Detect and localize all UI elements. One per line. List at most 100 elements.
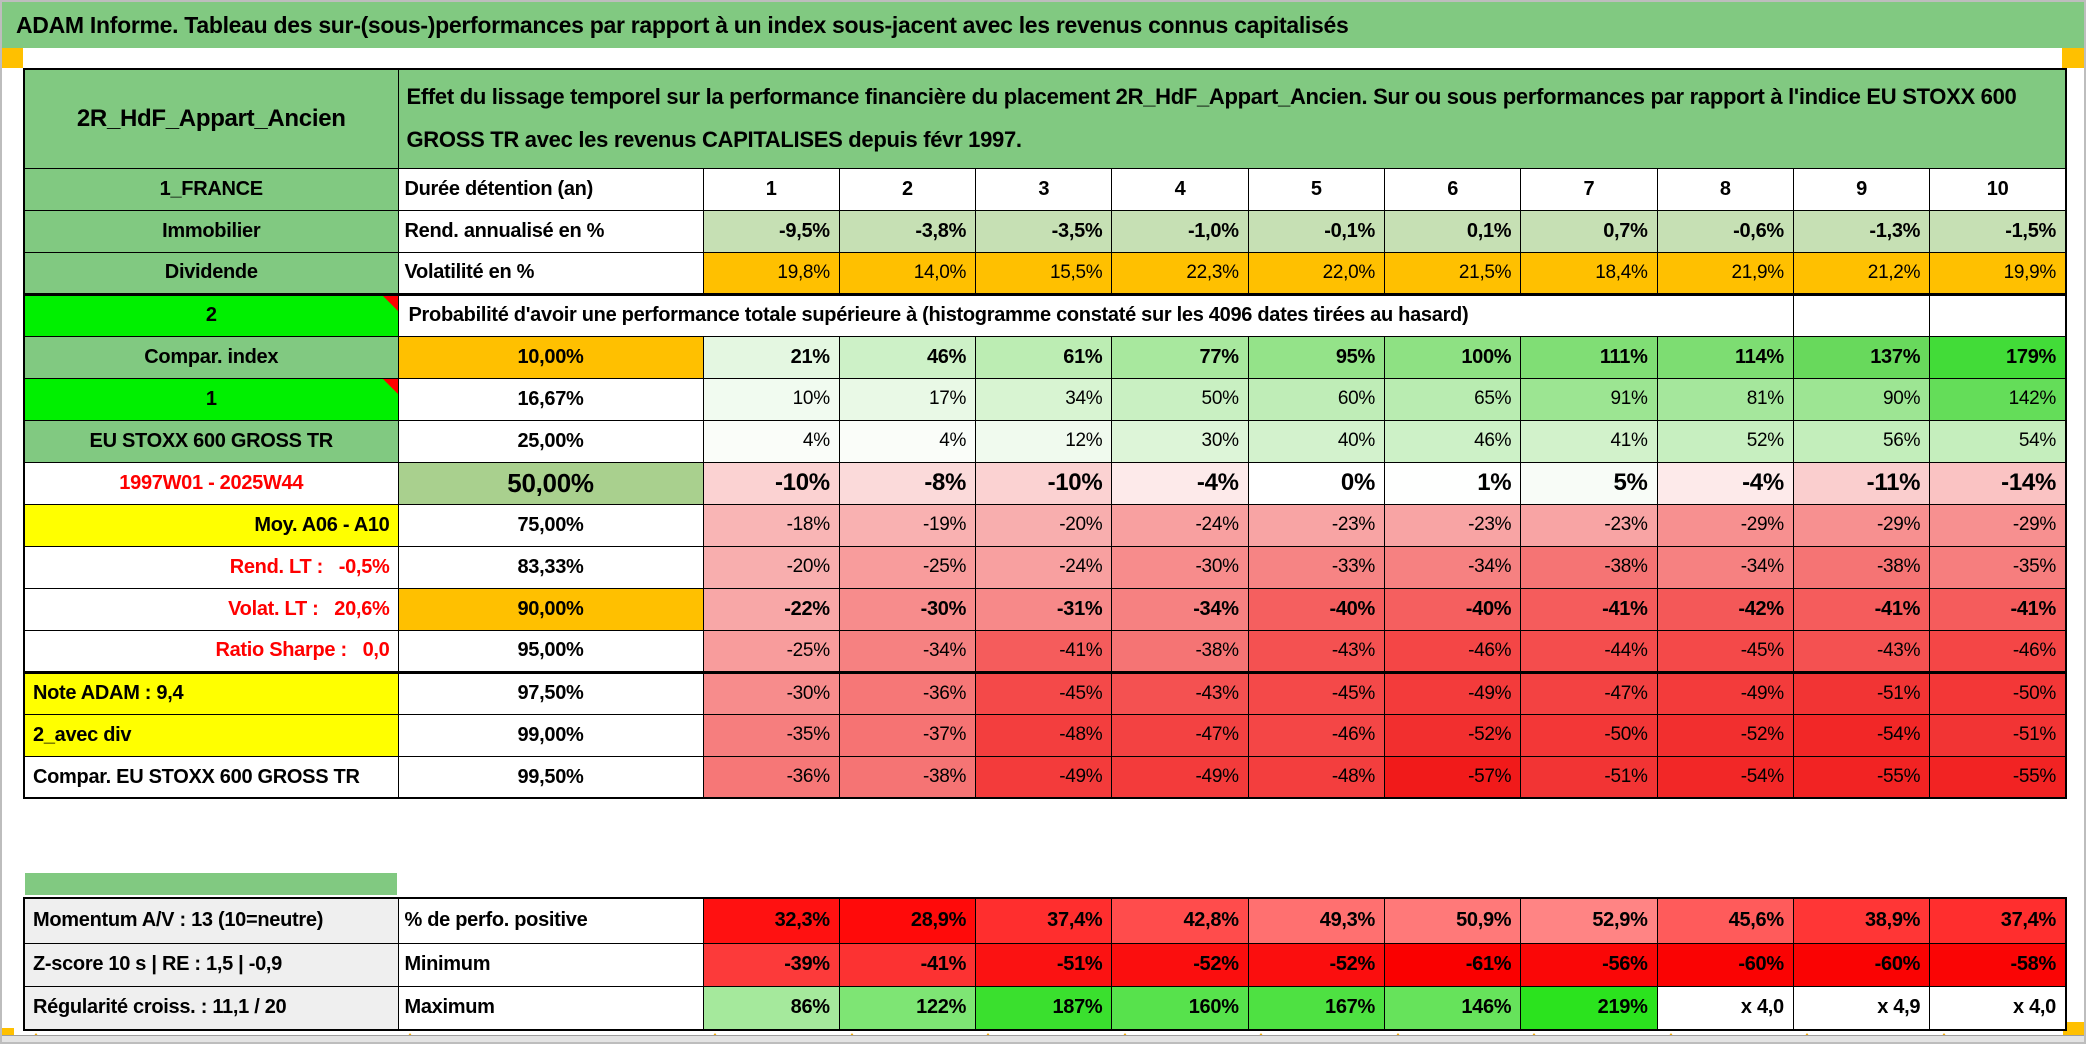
- prob-10-value-10[interactable]: 179%: [1929, 335, 2067, 379]
- prob-90-value-4[interactable]: -34%: [1111, 587, 1249, 631]
- annualized-return-value-8[interactable]: -0,6%: [1656, 209, 1794, 253]
- prob-16-67-value-3[interactable]: 34%: [975, 377, 1113, 421]
- prob-16-67-value-6[interactable]: 65%: [1383, 377, 1522, 421]
- prob-83-33-value-8[interactable]: -34%: [1656, 545, 1794, 589]
- prob-99-5-value-10[interactable]: -55%: [1929, 755, 2067, 799]
- minimum-value-1[interactable]: -39%: [702, 942, 840, 987]
- prob-99-5-value-2[interactable]: -38%: [838, 755, 977, 799]
- prob-16-67-metric[interactable]: 16,67%: [397, 377, 704, 421]
- prob-25-value-6[interactable]: 46%: [1383, 419, 1522, 463]
- prob-75-label[interactable]: Moy. A06 - A10: [23, 503, 399, 547]
- duration-years-label[interactable]: 1_FRANCE: [23, 167, 399, 211]
- maximum-value-10[interactable]: x 4,0: [1929, 985, 2067, 1031]
- prob-99-value-2[interactable]: -37%: [838, 713, 977, 757]
- pct-positive-value-6[interactable]: 50,9%: [1383, 897, 1522, 944]
- pct-positive-value-7[interactable]: 52,9%: [1520, 897, 1658, 944]
- prob-83-33-value-9[interactable]: -38%: [1792, 545, 1931, 589]
- prob-90-value-5[interactable]: -40%: [1247, 587, 1385, 631]
- minimum-value-9[interactable]: -60%: [1792, 942, 1931, 987]
- prob-99-5-value-7[interactable]: -51%: [1520, 755, 1658, 799]
- duration-years-value-1[interactable]: 1: [702, 167, 840, 211]
- prob-10-value-1[interactable]: 21%: [702, 335, 840, 379]
- minimum-value-7[interactable]: -56%: [1520, 942, 1658, 987]
- duration-years-value-6[interactable]: 6: [1383, 167, 1522, 211]
- prob-10-value-6[interactable]: 100%: [1383, 335, 1522, 379]
- maximum-value-5[interactable]: 167%: [1247, 985, 1385, 1031]
- prob-25-value-3[interactable]: 12%: [975, 419, 1113, 463]
- prob-95-metric[interactable]: 95,00%: [397, 629, 704, 673]
- duration-years-value-4[interactable]: 4: [1111, 167, 1249, 211]
- minimum-value-5[interactable]: -52%: [1247, 942, 1385, 987]
- maximum-value-4[interactable]: 160%: [1111, 985, 1249, 1031]
- prob-16-67-value-10[interactable]: 142%: [1929, 377, 2067, 421]
- maximum-value-8[interactable]: x 4,0: [1656, 985, 1794, 1031]
- prob-75-value-2[interactable]: -19%: [838, 503, 977, 547]
- prob-95-value-1[interactable]: -25%: [702, 629, 840, 673]
- duration-years-value-3[interactable]: 3: [975, 167, 1113, 211]
- pct-positive-metric[interactable]: % de perfo. positive: [397, 897, 704, 944]
- prob-banner-empty-10[interactable]: [1929, 292, 2067, 337]
- prob-16-67-value-5[interactable]: 60%: [1247, 377, 1385, 421]
- prob-95-value-10[interactable]: -46%: [1929, 629, 2067, 673]
- maximum-value-7[interactable]: 219%: [1520, 985, 1658, 1031]
- prob-99-value-3[interactable]: -48%: [975, 713, 1113, 757]
- duration-years-value-2[interactable]: 2: [838, 167, 977, 211]
- prob-99-5-label[interactable]: Compar. EU STOXX 600 GROSS TR: [23, 755, 399, 799]
- prob-25-value-10[interactable]: 54%: [1929, 419, 2067, 463]
- prob-99-value-4[interactable]: -47%: [1111, 713, 1249, 757]
- prob-25-label[interactable]: EU STOXX 600 GROSS TR: [23, 419, 399, 463]
- prob-10-label[interactable]: Compar. index: [23, 335, 399, 379]
- annualized-return-value-9[interactable]: -1,3%: [1792, 209, 1931, 253]
- prob-97-5-value-4[interactable]: -43%: [1111, 670, 1249, 715]
- prob-90-value-3[interactable]: -31%: [975, 587, 1113, 631]
- prob-75-value-4[interactable]: -24%: [1111, 503, 1249, 547]
- prob-75-value-7[interactable]: -23%: [1520, 503, 1658, 547]
- prob-99-value-5[interactable]: -46%: [1247, 713, 1385, 757]
- prob-97-5-label[interactable]: Note ADAM : 9,4: [23, 670, 399, 715]
- prob-90-value-10[interactable]: -41%: [1929, 587, 2067, 631]
- prob-50-value-7[interactable]: 5%: [1520, 461, 1658, 505]
- prob-95-value-2[interactable]: -34%: [838, 629, 977, 673]
- pct-positive-value-2[interactable]: 28,9%: [838, 897, 977, 944]
- annualized-return-metric[interactable]: Rend. annualisé en %: [397, 209, 704, 253]
- prob-83-33-label[interactable]: Rend. LT : -0,5%: [23, 545, 399, 589]
- prob-10-value-9[interactable]: 137%: [1792, 335, 1931, 379]
- prob-95-value-3[interactable]: -41%: [975, 629, 1113, 673]
- volatility-value-7[interactable]: 18,4%: [1520, 251, 1658, 295]
- prob-97-5-value-10[interactable]: -50%: [1929, 670, 2067, 715]
- prob-16-67-label[interactable]: 1: [23, 377, 399, 421]
- volatility-value-3[interactable]: 15,5%: [975, 251, 1113, 295]
- prob-97-5-value-2[interactable]: -36%: [838, 670, 977, 715]
- prob-99-5-value-8[interactable]: -54%: [1656, 755, 1794, 799]
- prob-83-33-value-1[interactable]: -20%: [702, 545, 840, 589]
- prob-95-value-4[interactable]: -38%: [1111, 629, 1249, 673]
- prob-95-value-5[interactable]: -43%: [1247, 629, 1385, 673]
- maximum-value-2[interactable]: 122%: [838, 985, 977, 1031]
- prob-99-value-7[interactable]: -50%: [1520, 713, 1658, 757]
- prob-10-value-2[interactable]: 46%: [838, 335, 977, 379]
- maximum-value-3[interactable]: 187%: [975, 985, 1113, 1031]
- prob-99-metric[interactable]: 99,00%: [397, 713, 704, 757]
- prob-99-5-value-5[interactable]: -48%: [1247, 755, 1385, 799]
- maximum-value-9[interactable]: x 4,9: [1792, 985, 1931, 1031]
- prob-99-5-metric[interactable]: 99,50%: [397, 755, 704, 799]
- prob-75-metric[interactable]: 75,00%: [397, 503, 704, 547]
- pct-positive-label[interactable]: Momentum A/V : 13 (10=neutre): [23, 897, 399, 944]
- prob-99-label[interactable]: 2_avec div: [23, 713, 399, 757]
- prob-16-67-value-9[interactable]: 90%: [1792, 377, 1931, 421]
- sheet-header-label[interactable]: 2R_HdF_Appart_Ancien: [23, 68, 399, 169]
- prob-99-5-value-3[interactable]: -49%: [975, 755, 1113, 799]
- minimum-value-3[interactable]: -51%: [975, 942, 1113, 987]
- prob-10-metric[interactable]: 10,00%: [397, 335, 704, 379]
- minimum-label[interactable]: Z-score 10 s | RE : 1,5 | -0,9: [23, 942, 399, 987]
- prob-83-33-value-4[interactable]: -30%: [1111, 545, 1249, 589]
- prob-25-value-2[interactable]: 4%: [838, 419, 977, 463]
- minimum-value-10[interactable]: -58%: [1929, 942, 2067, 987]
- volatility-value-2[interactable]: 14,0%: [838, 251, 977, 295]
- prob-banner-label[interactable]: 2: [23, 292, 399, 337]
- prob-83-33-value-7[interactable]: -38%: [1520, 545, 1658, 589]
- prob-10-value-7[interactable]: 111%: [1520, 335, 1658, 379]
- prob-90-value-8[interactable]: -42%: [1656, 587, 1794, 631]
- prob-90-value-9[interactable]: -41%: [1792, 587, 1931, 631]
- prob-83-33-value-2[interactable]: -25%: [838, 545, 977, 589]
